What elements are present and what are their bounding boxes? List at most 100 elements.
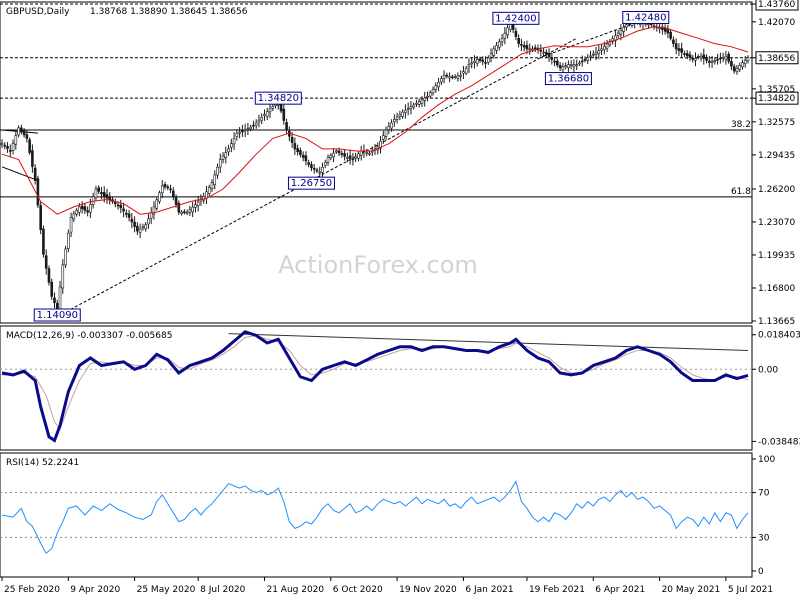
candle-body xyxy=(172,190,175,197)
candle-body xyxy=(713,60,717,62)
candle-body xyxy=(301,154,305,158)
candle-body xyxy=(495,45,498,51)
candle-body xyxy=(235,132,239,138)
macd-line xyxy=(1,330,749,443)
candle-body xyxy=(683,53,686,55)
candle-body xyxy=(31,150,34,167)
candle-body xyxy=(522,45,526,48)
candle-body xyxy=(207,186,211,194)
candle-body xyxy=(445,74,449,77)
candle-body xyxy=(533,47,537,50)
candle-body xyxy=(8,150,12,152)
candle-body xyxy=(304,155,308,162)
candle-body xyxy=(464,67,468,74)
candle-body xyxy=(260,117,264,121)
candle-body xyxy=(694,58,697,61)
candle-body xyxy=(738,65,742,70)
candle-body xyxy=(221,155,225,160)
candle-body xyxy=(669,31,672,39)
candle-body xyxy=(473,60,476,63)
sma-line xyxy=(1,26,749,215)
candle-body xyxy=(498,41,501,48)
candle-body xyxy=(36,178,40,206)
candle-body xyxy=(243,129,247,132)
candle-body xyxy=(321,166,324,173)
candle-body xyxy=(721,56,725,59)
candle-body xyxy=(398,114,402,117)
candle-body xyxy=(138,228,142,233)
macd-axis-label: -0.038483 xyxy=(758,437,800,447)
price-axis-label: 1.23070 xyxy=(758,218,795,228)
candle-body xyxy=(365,152,369,154)
candle-body xyxy=(572,64,576,68)
candle-body xyxy=(130,218,134,223)
watermark: ActionForex.com xyxy=(278,251,478,279)
candle-body xyxy=(672,39,675,44)
candle-body xyxy=(696,56,700,58)
candle-body xyxy=(586,57,590,61)
price-annotation-label: 1.14090 xyxy=(37,310,78,321)
candle-body xyxy=(94,188,98,198)
time-axis-label: 20 May 2021 xyxy=(662,585,721,595)
candle-body xyxy=(379,140,382,149)
rsi-axis-label: 70 xyxy=(758,489,770,499)
price-axis-label: 1.34820 xyxy=(758,94,795,104)
candle-body xyxy=(506,27,509,36)
candle-body xyxy=(404,110,407,113)
candle-body xyxy=(265,111,269,117)
price-axis-label: 1.19935 xyxy=(758,251,795,261)
candle-body xyxy=(354,156,357,159)
candle-body xyxy=(205,191,208,199)
price-axis-label: 1.26200 xyxy=(758,185,795,195)
candle-body xyxy=(290,137,294,143)
fib-level-label: 61.8 xyxy=(731,187,751,197)
candle-body xyxy=(348,155,352,159)
candle-body xyxy=(44,255,48,269)
candle-body xyxy=(440,78,443,83)
price-axis-label: 1.38656 xyxy=(758,54,795,64)
candle-body xyxy=(619,29,623,35)
candle-body xyxy=(567,64,570,69)
time-axis-label: 8 Jul 2020 xyxy=(200,585,245,595)
candle-body xyxy=(152,206,156,215)
candle-body xyxy=(102,192,106,197)
candle-body xyxy=(268,108,272,113)
candle-body xyxy=(329,154,333,159)
candle-body xyxy=(431,88,435,94)
candle-body xyxy=(218,159,222,168)
candle-body xyxy=(451,76,454,79)
candle-body xyxy=(169,188,172,191)
candle-body xyxy=(249,126,252,130)
candle-body xyxy=(22,130,26,136)
candle-body xyxy=(39,205,42,230)
candle-body xyxy=(381,135,385,140)
candle-body xyxy=(307,162,310,165)
time-axis: 25 Feb 2020 9 Apr 2020 25 May 2020 8 Jul 20… xyxy=(1,577,773,595)
candle-body xyxy=(605,43,609,49)
fib-level-label: 38.2 xyxy=(731,120,751,130)
time-axis-label: 25 Feb 2020 xyxy=(4,585,60,595)
rsi-panel-frame xyxy=(0,452,753,578)
candle-body xyxy=(384,129,388,137)
candle-body xyxy=(428,92,432,97)
candle-body xyxy=(3,144,7,147)
candle-body xyxy=(699,55,703,59)
candle-body xyxy=(335,150,338,153)
candle-body xyxy=(594,52,598,55)
candle-body xyxy=(337,150,341,154)
chart-title: GBPUSD,Daily xyxy=(6,7,70,17)
candle-body xyxy=(191,206,194,213)
candle-body xyxy=(622,27,625,32)
candle-body xyxy=(481,59,485,62)
price-levels: 38.2 61.8 xyxy=(0,3,752,198)
candle-body xyxy=(727,53,730,62)
candle-body xyxy=(97,187,101,192)
candle-body xyxy=(575,64,578,66)
candle-body xyxy=(415,102,418,105)
price-annotation-box xyxy=(254,91,302,105)
candle-body xyxy=(708,60,711,63)
rsi-panel: 100 70 30 0 RSI(14) 52.2241 xyxy=(0,452,775,578)
candle-body xyxy=(50,281,54,297)
candle-body xyxy=(254,122,258,126)
